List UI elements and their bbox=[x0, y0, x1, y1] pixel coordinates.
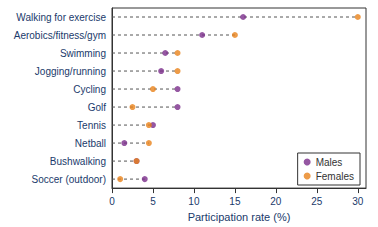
svg-text:30: 30 bbox=[352, 196, 364, 207]
svg-text:Swimming: Swimming bbox=[60, 48, 106, 59]
svg-text:Aerobics/fitness/gym: Aerobics/fitness/gym bbox=[14, 30, 106, 41]
svg-text:15: 15 bbox=[229, 196, 241, 207]
svg-text:Walking for exercise: Walking for exercise bbox=[16, 12, 106, 23]
svg-text:Males: Males bbox=[316, 157, 343, 168]
svg-text:Females: Females bbox=[316, 171, 354, 182]
svg-text:25: 25 bbox=[311, 196, 323, 207]
svg-text:5: 5 bbox=[150, 196, 156, 207]
svg-text:Jogging/running: Jogging/running bbox=[35, 66, 106, 77]
svg-text:Cycling: Cycling bbox=[73, 84, 106, 95]
svg-text:10: 10 bbox=[188, 196, 200, 207]
svg-text:Participation rate (%): Participation rate (%) bbox=[188, 211, 291, 223]
svg-text:Netball: Netball bbox=[75, 138, 106, 149]
svg-text:Bushwalking: Bushwalking bbox=[50, 156, 106, 167]
svg-text:Golf: Golf bbox=[88, 102, 107, 113]
svg-text:Soccer (outdoor): Soccer (outdoor) bbox=[32, 174, 106, 185]
svg-text:0: 0 bbox=[109, 196, 115, 207]
svg-text:20: 20 bbox=[270, 196, 282, 207]
svg-text:Tennis: Tennis bbox=[77, 120, 106, 131]
